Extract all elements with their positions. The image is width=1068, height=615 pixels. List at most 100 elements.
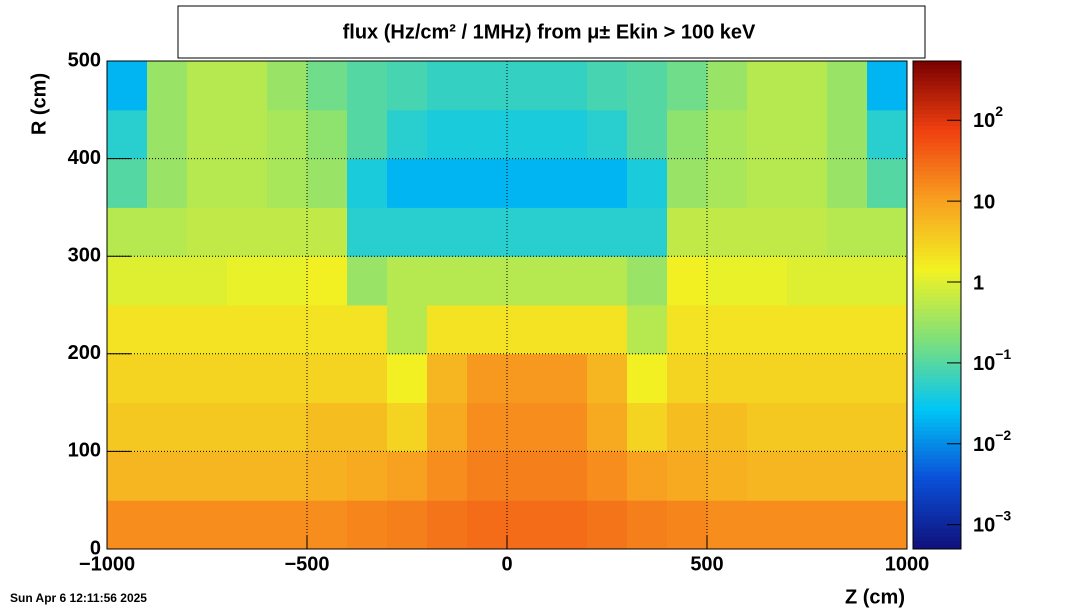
colorbar-segment xyxy=(913,492,961,497)
colorbar-segment xyxy=(913,357,961,363)
heatmap-cell xyxy=(507,305,548,355)
heatmap-cell xyxy=(147,109,188,160)
heatmap-cell xyxy=(187,256,228,306)
heatmap-cell xyxy=(387,256,428,306)
colorbar-segment xyxy=(913,223,961,229)
colorbar-tick-label: 10−2 xyxy=(973,426,1011,456)
heatmap-cell xyxy=(267,353,308,404)
heatmap-cell xyxy=(827,61,868,111)
colorbar-segment xyxy=(913,162,961,168)
colorbar-segment xyxy=(913,117,961,123)
heatmap-cell xyxy=(227,500,268,550)
colorbar-tick-label: 102 xyxy=(973,103,1003,133)
colorbar-segment xyxy=(913,235,961,241)
colorbar-segment xyxy=(913,321,961,326)
heatmap-cell xyxy=(547,353,588,404)
colorbar-segment xyxy=(913,264,961,269)
heatmap-cell xyxy=(187,305,228,355)
colorbar-segment xyxy=(913,422,961,428)
heatmap-cell xyxy=(267,207,308,257)
colorbar-segment xyxy=(913,89,961,95)
heatmap-cell xyxy=(627,207,668,257)
heatmap-cell xyxy=(827,353,868,404)
heatmap-cell xyxy=(347,207,388,257)
colorbar-segment xyxy=(913,256,961,261)
colorbar-segment xyxy=(913,341,961,347)
colorbar-segment xyxy=(913,195,961,200)
colorbar-segment xyxy=(913,130,961,135)
colorbar-segment xyxy=(913,170,961,176)
colorbar-segment xyxy=(913,345,961,351)
heatmap-cell xyxy=(467,353,508,404)
colorbar-segment xyxy=(913,361,961,367)
colorbar-segment xyxy=(913,284,961,290)
heatmap-cell xyxy=(587,305,628,355)
colorbar-segment xyxy=(913,463,961,469)
heatmap-cell xyxy=(867,305,908,355)
colorbar-tick-label: 10−3 xyxy=(973,507,1011,537)
heatmap-cell xyxy=(147,451,188,501)
colorbar-segment xyxy=(913,81,961,86)
heatmap-cell xyxy=(227,451,268,501)
y-tick-label: 0 xyxy=(90,537,101,559)
heatmap-cell xyxy=(627,402,668,452)
colorbar-segment xyxy=(913,85,961,90)
heatmap-cell xyxy=(627,500,668,550)
heatmap-cell xyxy=(867,402,908,452)
colorbar-segment xyxy=(913,325,961,330)
colorbar-segment xyxy=(913,386,961,391)
heatmap-cell xyxy=(227,207,268,257)
colorbar-tick-exponent: 2 xyxy=(995,103,1003,119)
colorbar-segment xyxy=(913,333,961,339)
heatmap-cell xyxy=(707,451,748,501)
heatmap-cell xyxy=(307,353,348,404)
heatmap-cell xyxy=(667,61,708,111)
heatmap-cell xyxy=(427,500,468,550)
y-axis-title: R (cm) xyxy=(28,73,50,135)
heatmap-cell xyxy=(867,353,908,404)
colorbar-segment xyxy=(913,122,961,127)
heatmap-cell xyxy=(787,451,828,501)
heatmap-cell xyxy=(147,207,188,257)
heatmap-cell xyxy=(467,158,508,208)
heatmap-cell xyxy=(787,109,828,160)
heatmap-cell xyxy=(307,61,348,111)
heatmap-cell xyxy=(187,158,228,208)
colorbar-segment xyxy=(913,296,961,302)
heatmap-cell xyxy=(867,451,908,501)
heatmap-cell xyxy=(827,256,868,306)
colorbar-segment xyxy=(913,488,961,493)
heatmap-cell xyxy=(587,256,628,306)
heatmap-cell xyxy=(147,158,188,208)
heatmap-cell xyxy=(547,256,588,306)
heatmap-cell xyxy=(347,158,388,208)
colorbar-segment xyxy=(913,187,961,192)
heatmap-cell xyxy=(147,61,188,111)
colorbar-segment xyxy=(913,305,961,310)
colorbar-segment xyxy=(913,414,961,420)
colorbar-segment xyxy=(913,69,961,74)
colorbar-segment xyxy=(913,105,961,111)
heatmap-cell xyxy=(667,109,708,160)
heatmap-cell xyxy=(747,256,788,306)
heatmap-cell xyxy=(667,353,708,404)
colorbar-segment xyxy=(913,471,961,477)
heatmap-cell xyxy=(467,256,508,306)
colorbar-segment xyxy=(913,528,961,534)
heatmap-cell xyxy=(227,402,268,452)
heatmap-cell xyxy=(547,305,588,355)
heatmap-cell xyxy=(707,500,748,550)
heatmap-cell xyxy=(107,158,148,208)
heatmap-cell xyxy=(827,305,868,355)
colorbar-tick-exponent: −2 xyxy=(995,426,1011,442)
heatmap-cell xyxy=(227,256,268,306)
heatmap-cell xyxy=(387,305,428,355)
heatmap-cell xyxy=(227,305,268,355)
heatmap-cell xyxy=(227,353,268,404)
heatmap-cell xyxy=(547,500,588,550)
heatmap-cell xyxy=(507,158,548,208)
colorbar-frame xyxy=(912,60,962,550)
colorbar-segment xyxy=(913,370,961,375)
colorbar-segment xyxy=(913,288,961,294)
